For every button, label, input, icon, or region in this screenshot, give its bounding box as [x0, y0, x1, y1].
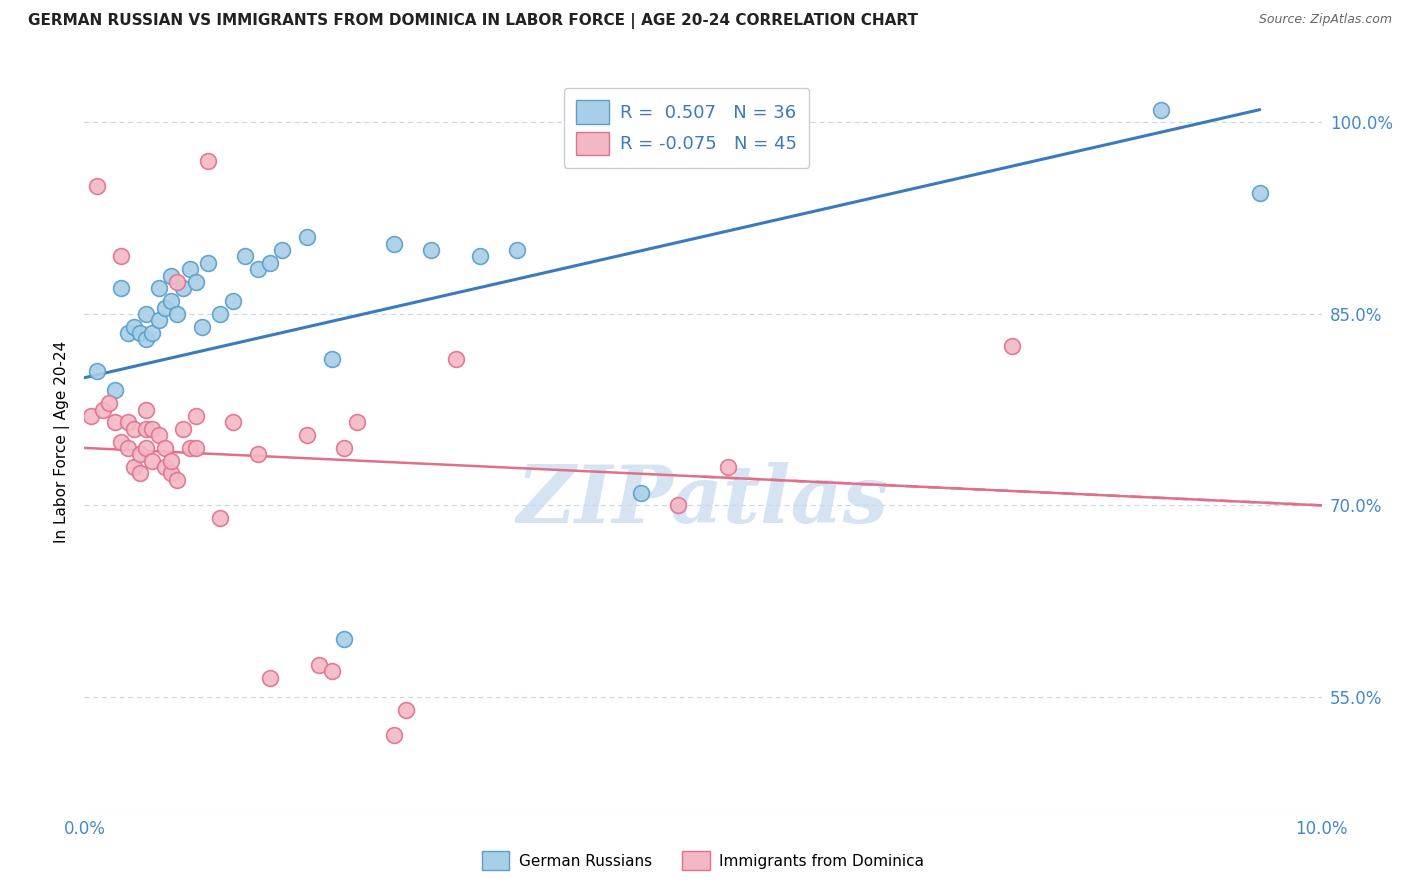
Point [197, 256, 219, 270]
Text: GERMAN RUSSIAN VS IMMIGRANTS FROM DOMINICA IN LABOR FORCE | AGE 20-24 CORRELATIO: GERMAN RUSSIAN VS IMMIGRANTS FROM DOMINI… [28, 13, 918, 29]
Point [117, 441, 139, 455]
Point [222, 416, 245, 430]
Point [295, 230, 318, 244]
Point [1150, 103, 1173, 117]
Point [172, 422, 194, 436]
Point [308, 657, 330, 672]
Point [246, 447, 269, 461]
Point [166, 473, 188, 487]
Point [395, 703, 418, 717]
Point [470, 249, 492, 264]
Point [110, 434, 132, 449]
Point [179, 262, 201, 277]
Point [382, 236, 405, 251]
Point [197, 153, 219, 168]
Point [160, 268, 183, 283]
Text: ZIPatlas: ZIPatlas [517, 462, 889, 540]
Point [209, 307, 232, 321]
Point [141, 422, 163, 436]
Point [166, 307, 188, 321]
Point [122, 319, 145, 334]
Point [129, 467, 152, 481]
Text: Source: ZipAtlas.com: Source: ZipAtlas.com [1258, 13, 1392, 27]
Point [122, 422, 145, 436]
Point [104, 384, 127, 398]
Point [444, 351, 467, 366]
Point [153, 441, 176, 455]
Point [259, 256, 281, 270]
Point [135, 307, 157, 321]
Point [184, 275, 207, 289]
Legend: German Russians, Immigrants from Dominica: German Russians, Immigrants from Dominic… [474, 843, 932, 878]
Point [117, 416, 139, 430]
Point [117, 326, 139, 340]
Point [333, 632, 356, 647]
Point [135, 402, 157, 417]
Point [295, 428, 318, 442]
Point [148, 428, 170, 442]
Point [419, 243, 441, 257]
Point [160, 453, 183, 467]
Point [271, 243, 294, 257]
Point [346, 416, 368, 430]
Point [321, 665, 343, 679]
Point [222, 294, 245, 309]
Y-axis label: In Labor Force | Age 20-24: In Labor Force | Age 20-24 [55, 341, 70, 542]
Point [179, 441, 201, 455]
Point [321, 351, 343, 366]
Point [506, 243, 529, 257]
Point [86, 364, 108, 378]
Point [91, 402, 114, 417]
Point [141, 326, 163, 340]
Point [630, 485, 652, 500]
Point [717, 460, 740, 475]
Point [191, 319, 214, 334]
Point [259, 671, 281, 685]
Point [184, 409, 207, 423]
Point [166, 275, 188, 289]
Point [160, 294, 183, 309]
Point [135, 441, 157, 455]
Point [666, 499, 689, 513]
Point [333, 441, 356, 455]
Point [148, 281, 170, 295]
Point [160, 467, 183, 481]
Point [209, 511, 232, 525]
Point [141, 453, 163, 467]
Point [135, 333, 157, 347]
Point [1249, 186, 1271, 200]
Point [172, 281, 194, 295]
Point [184, 441, 207, 455]
Point [110, 249, 132, 264]
Point [122, 460, 145, 475]
Point [86, 179, 108, 194]
Point [246, 262, 269, 277]
Point [129, 447, 152, 461]
Point [1001, 339, 1024, 353]
Point [98, 396, 121, 410]
Point [148, 313, 170, 327]
Point [104, 416, 127, 430]
Point [110, 281, 132, 295]
Point [233, 249, 256, 264]
Point [153, 460, 176, 475]
Point [79, 409, 101, 423]
Point [153, 301, 176, 315]
Point [135, 422, 157, 436]
Point [382, 728, 405, 742]
Point [129, 326, 152, 340]
